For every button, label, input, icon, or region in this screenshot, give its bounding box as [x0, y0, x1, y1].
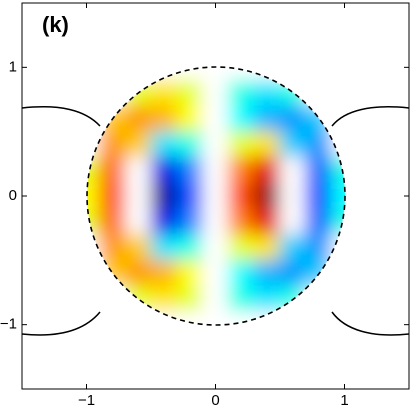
field-cell — [253, 105, 281, 133]
field-cell — [253, 234, 281, 261]
contour-line — [21, 311, 101, 336]
panel-label: (k) — [42, 12, 69, 37]
field-cell — [202, 259, 229, 287]
field-cell — [124, 259, 152, 287]
field-cell — [227, 234, 255, 261]
field-cell — [176, 208, 204, 236]
field-cell — [98, 234, 126, 261]
contour-line — [331, 311, 410, 336]
field-cell — [176, 156, 204, 184]
field-cell — [202, 67, 229, 81]
field-cell — [124, 131, 152, 158]
field-cell — [279, 105, 307, 133]
field-cell — [253, 182, 281, 210]
field-cell — [202, 182, 229, 210]
field-cell — [124, 156, 152, 184]
field-cell — [124, 208, 152, 236]
field-cell — [202, 105, 229, 133]
contour-line — [21, 106, 101, 127]
y-tick-label: 1 — [9, 58, 17, 75]
field-cell — [176, 182, 204, 210]
field-cell — [305, 182, 333, 210]
field-cell — [253, 156, 281, 184]
field-cell — [202, 79, 229, 107]
field-cell — [98, 208, 126, 236]
field-cell — [227, 156, 255, 184]
x-tick-label: 0 — [211, 392, 219, 409]
field-cell — [98, 156, 126, 184]
field-cell — [305, 156, 333, 184]
field-cell — [305, 234, 333, 261]
field-cell — [150, 285, 178, 313]
field-cell — [253, 131, 281, 158]
field-cell — [150, 208, 178, 236]
field-cell — [176, 285, 204, 313]
field-cell — [176, 131, 204, 158]
field-cell — [227, 131, 255, 158]
x-tick-label: −1 — [78, 392, 95, 409]
y-tick-label: −1 — [0, 316, 17, 333]
field-cell — [150, 156, 178, 184]
field-cell — [176, 234, 204, 261]
field-cell — [150, 105, 178, 133]
contour-line — [331, 106, 410, 127]
field-cell — [202, 234, 229, 261]
field-cell — [202, 156, 229, 184]
field-cell — [124, 182, 152, 210]
field-cell — [253, 208, 281, 236]
field-cell — [227, 105, 255, 133]
field-cell — [279, 156, 307, 184]
field-cell — [279, 131, 307, 158]
field-cell — [150, 259, 178, 287]
y-tick-label: 0 — [9, 187, 17, 204]
field-cell — [176, 105, 204, 133]
field-cell — [176, 79, 204, 107]
field-cell — [279, 182, 307, 210]
field-cell — [227, 79, 255, 107]
axes: −1 0 1 −1 0 1 — [0, 3, 409, 409]
field-cell — [98, 131, 126, 158]
field-cell — [202, 285, 229, 313]
field-cell — [150, 79, 178, 107]
field-cell — [124, 105, 152, 133]
field-cell — [253, 79, 281, 107]
field-cell — [98, 182, 126, 210]
x-tick-label: 1 — [340, 392, 348, 409]
field-cell — [305, 208, 333, 236]
field-cell — [331, 182, 345, 210]
field-cell — [227, 208, 255, 236]
field-cell — [202, 208, 229, 236]
field-cell — [279, 208, 307, 236]
field-cell — [227, 182, 255, 210]
field-cell — [150, 234, 178, 261]
field-cell — [305, 131, 333, 158]
field-cell — [202, 311, 229, 325]
field-cell — [87, 182, 100, 210]
field-cell — [124, 234, 152, 261]
field-cell — [253, 285, 281, 313]
field-cell — [279, 234, 307, 261]
field-cell — [227, 259, 255, 287]
field-cell — [176, 259, 204, 287]
field-cell — [253, 259, 281, 287]
field-cell — [279, 259, 307, 287]
field-cell — [227, 285, 255, 313]
unit-circle — [86, 66, 346, 326]
field-cell — [202, 131, 229, 158]
field-cell — [150, 131, 178, 158]
field-cell — [150, 182, 178, 210]
outer-contours — [21, 106, 410, 336]
